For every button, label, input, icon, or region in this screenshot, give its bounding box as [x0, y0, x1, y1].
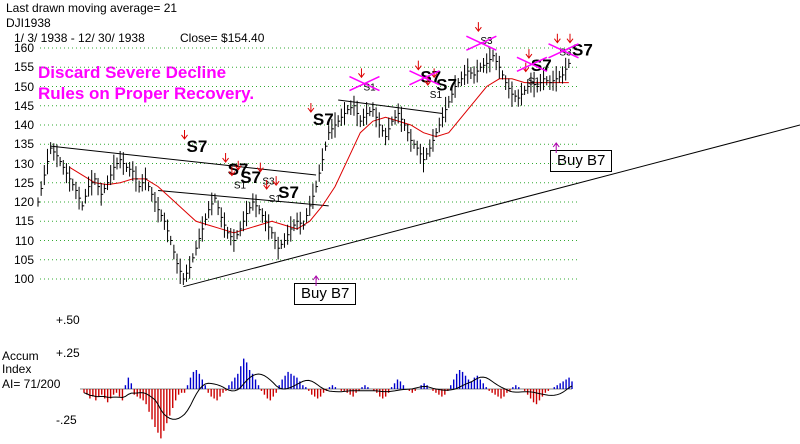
- price-grid: [40, 47, 578, 280]
- sell-arrow-icon: [358, 68, 365, 79]
- signal-label-s7: S7: [278, 183, 299, 202]
- sell-arrow-icon: [566, 33, 574, 44]
- trendlines: [50, 99, 800, 288]
- crossout-x-icon: [409, 70, 440, 86]
- sell-arrow-icon: [256, 162, 264, 173]
- upper-downtrend-line: [50, 145, 317, 176]
- price-bars: [37, 46, 571, 285]
- sell-arrow-icon: [228, 166, 236, 177]
- signal-label-s3: S3: [480, 36, 493, 47]
- signal-label-s1: S1: [363, 82, 376, 93]
- y-tick-135: 135: [13, 137, 34, 152]
- close-price-label: Close= $154.40: [180, 31, 265, 45]
- ai-indicator-label: AI= 71/200: [2, 377, 61, 391]
- callout-note: Discard Severe Decline Rules on Proper R…: [38, 62, 254, 104]
- signal-label-s7: S7: [572, 41, 593, 60]
- crossout-x-icon: [466, 35, 497, 51]
- moving-average-label: Last drawn moving average= 21: [6, 1, 178, 15]
- y-tick-125: 125: [13, 175, 34, 190]
- crossout-x-icon: [516, 56, 548, 73]
- y-tick-100: 100: [13, 272, 34, 286]
- callout-line-1: Discard Severe Decline: [38, 63, 227, 82]
- ticker-label: DJI1938: [6, 16, 51, 30]
- y-tick-115: 115: [14, 214, 34, 229]
- y-tick-150: 150: [13, 79, 34, 94]
- sell-arrow-icon: [181, 129, 188, 140]
- signal-label-s1: S1: [234, 181, 247, 192]
- signal-label-s7: S7: [436, 75, 457, 94]
- sell-arrow-icon: [553, 33, 561, 44]
- y-tick-110: 110: [14, 233, 34, 248]
- y-tick-145: 145: [13, 98, 34, 113]
- y-tick-160: 160: [13, 41, 34, 55]
- top-line: [338, 99, 443, 114]
- uptrend-support-line: [183, 124, 800, 288]
- signal-label-s3: S3: [559, 48, 572, 59]
- index-label: Index: [2, 362, 32, 376]
- sell-arrow-icon: [414, 60, 422, 71]
- y-tick-120: 120: [13, 195, 34, 209]
- moving-average-polyline: [69, 78, 569, 234]
- y-tick-105: 105: [13, 252, 34, 267]
- accum-label: Accum: [2, 349, 39, 363]
- signal-label-s7: S7: [240, 168, 261, 187]
- signal-label-s1: S1: [528, 77, 541, 88]
- y-tick-140: 140: [13, 118, 34, 132]
- crossout-x-icon: [349, 75, 380, 92]
- buy-b7-box-1: Buy B7: [294, 283, 357, 305]
- sell-arrow-icon: [474, 22, 482, 32]
- accum-index-bars: [80, 358, 573, 439]
- accum-tick-minus-25: -.25: [56, 413, 77, 427]
- signal-label-s7: S7: [313, 110, 334, 129]
- date-range-label: 1/ 3/ 1938 - 12/ 30/ 1938: [14, 31, 145, 45]
- buy-arrow-icon: [312, 275, 320, 286]
- signal-label-s7: S7: [187, 137, 208, 156]
- accum-tick-plus-50: +.50: [56, 313, 80, 327]
- signal-label-s3: S3: [262, 177, 275, 188]
- buy-b7-box-2: Buy B7: [550, 150, 613, 172]
- sell-arrow-icon: [307, 103, 315, 113]
- sell-arrow-icon: [272, 176, 280, 186]
- y-tick-130: 130: [13, 156, 34, 171]
- sell-arrow-icon: [234, 160, 242, 171]
- signal-label-s1: S1: [269, 194, 282, 205]
- buy-arrow-icon: [552, 142, 560, 153]
- accum-signal-line: [83, 373, 573, 420]
- sell-arrow-icon: [263, 180, 271, 190]
- accum-tick-plus-25: +.25: [56, 346, 80, 360]
- y-tick-155: 155: [13, 60, 34, 75]
- sell-arrow-icon: [525, 49, 533, 59]
- neckline: [158, 189, 329, 207]
- callout-line-2: Rules on Proper Recovery.: [38, 84, 255, 103]
- crossout-x-icon: [548, 43, 579, 59]
- moving-average-line: [69, 78, 569, 234]
- sell-arrow-icon: [222, 153, 229, 163]
- signal-label-s1: S1: [430, 90, 443, 101]
